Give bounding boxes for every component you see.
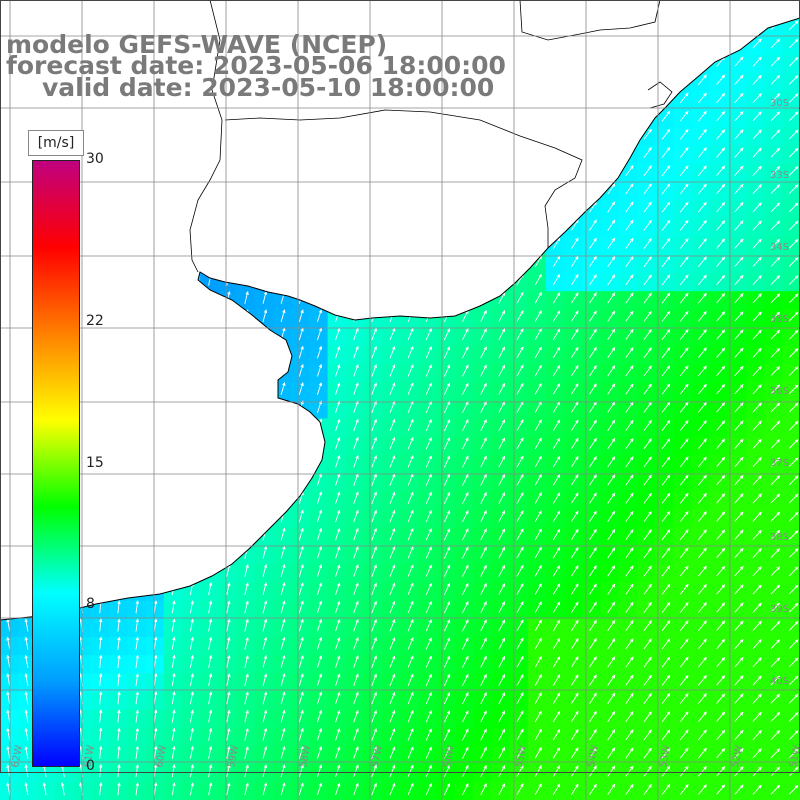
wind-speed-cell	[509, 418, 529, 438]
wind-speed-cell	[509, 291, 529, 310]
latitude-label: 38S	[770, 532, 789, 543]
latitude-label: 30S	[770, 98, 789, 109]
map-title-valid-date: valid date: 2023-05-10 18:00:00	[42, 73, 495, 102]
latitude-label: 36S	[770, 386, 789, 397]
wind-speed-cell	[509, 509, 529, 529]
wind-speed-cell	[509, 527, 529, 547]
wind-speed-cell	[509, 546, 529, 565]
wind-speed-cell	[509, 600, 529, 620]
wind-speed-cell	[509, 345, 529, 365]
wind-speed-cell	[509, 618, 529, 638]
latitude-label: 33S	[770, 170, 789, 181]
wind-speed-cell	[509, 382, 529, 401]
wind-speed-cell	[509, 564, 529, 583]
wind-speed-cell	[509, 728, 529, 747]
colorbar-units: [m/s]	[28, 130, 84, 156]
wind-speed-cell	[509, 491, 529, 511]
wind-speed-cell	[509, 309, 529, 329]
latitude-label: 39S	[770, 604, 789, 615]
latitude-label: 37S	[770, 458, 789, 469]
colorbar	[32, 160, 80, 767]
wind-speed-cell	[509, 655, 529, 674]
wind-speed-cell	[509, 473, 529, 492]
wind-speed-cell	[509, 637, 529, 656]
colorbar-tick-label: 30	[86, 151, 104, 167]
wind-speed-cell	[782, 782, 800, 800]
colorbar-tick-label: 22	[86, 312, 104, 329]
wind-speed-cell	[509, 673, 529, 693]
wind-speed-cell	[509, 364, 529, 383]
colorbar-tick-label: 0	[86, 758, 95, 774]
wind-speed-cell	[509, 455, 529, 474]
wind-speed-cell	[509, 709, 529, 729]
wind-speed-cell	[509, 582, 529, 602]
latitude-label: 40S	[770, 676, 789, 687]
latitude-label: 34S	[770, 242, 789, 253]
wind-speed-cell	[509, 327, 529, 347]
colorbar-tick-label: 8	[86, 596, 95, 613]
latitude-label: 35S	[770, 314, 789, 325]
wind-speed-cell	[509, 436, 529, 456]
colorbar-tick-label: 15	[86, 454, 104, 471]
wind-speed-cell	[509, 400, 529, 420]
wind-speed-cell	[509, 691, 529, 711]
